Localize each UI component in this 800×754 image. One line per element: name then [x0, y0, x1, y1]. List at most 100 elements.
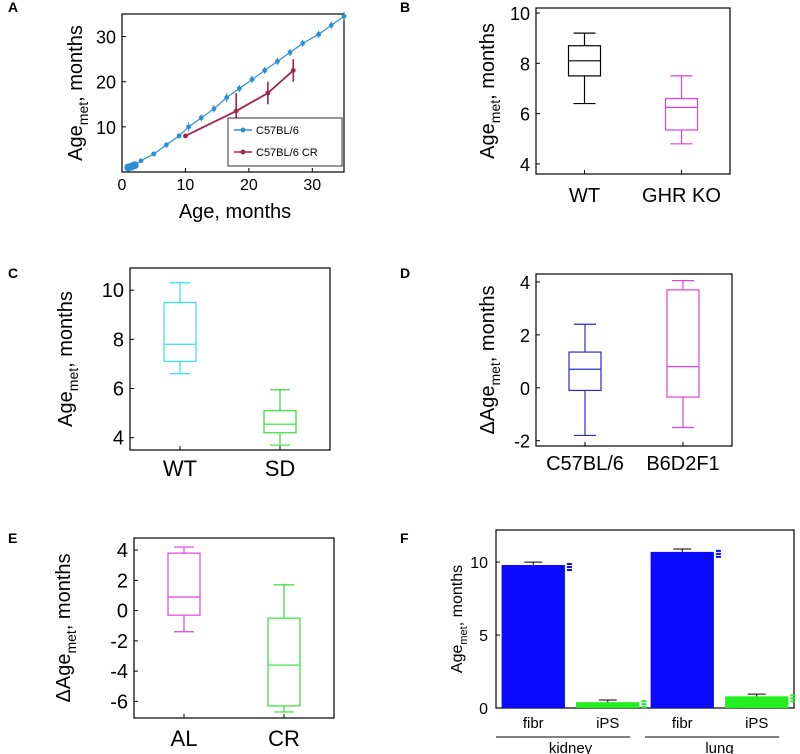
bar-ips: [725, 696, 789, 708]
x-tick-label-a: 30: [303, 177, 321, 194]
bar-marker: [566, 569, 572, 572]
panel-label-c: C: [8, 265, 18, 281]
group-label-kidney: kidney: [549, 740, 593, 754]
y-axis-label-a: Agemet, months: [65, 25, 91, 161]
bar-fibr: [501, 565, 565, 708]
data-point: [236, 86, 242, 91]
y-axis-label-b: Agemet, months: [477, 23, 503, 159]
y-tick-label-b: 6: [520, 105, 530, 125]
bar-marker: [641, 703, 647, 706]
boxplot-ghr-ko: [664, 75, 699, 145]
bar-marker: [715, 552, 721, 555]
data-point: [262, 68, 268, 73]
y-tick-label-d: -2: [514, 432, 530, 452]
bar-marker: [641, 700, 647, 703]
y-tick-label-a: 10: [96, 118, 116, 138]
chart-panel-e: ΔAgemet, months -6 -4 -2 0 2 4 AL CR: [53, 537, 335, 751]
y-tick-label-c: 6: [113, 379, 124, 401]
series-line-c57bl6-cr: [185, 69, 294, 137]
box-iqr: [267, 617, 301, 707]
x-tick-label-b: GHR KO: [642, 185, 721, 207]
chart-panel-d: ΔAgemet, months -2 0 2 4 C57BL/6 B6D2F1: [477, 273, 733, 475]
y-tick-label-e: -6: [110, 691, 128, 713]
bar-marker: [790, 694, 796, 697]
y-tick-label-c: 8: [113, 329, 124, 351]
panel-label-d: D: [400, 265, 410, 281]
legend-label: C57BL/6 CR: [256, 147, 318, 159]
y-tick-label-d: 0: [520, 379, 530, 399]
data-point: [290, 68, 296, 73]
x-tick-label-e: AL: [171, 726, 198, 751]
legend-marker: [240, 127, 246, 133]
data-point: [328, 22, 334, 28]
x-tick-label-a: 10: [177, 177, 195, 194]
x-axis-label-a: Age, months: [179, 201, 291, 223]
y-tick-label-f: 5: [479, 628, 488, 645]
data-point: [183, 133, 188, 139]
plot-frame-d: [535, 273, 733, 447]
y-axis-label-c: Agemet, months: [55, 291, 81, 427]
plot-frame-b: [535, 7, 731, 175]
box-iqr: [263, 410, 297, 434]
boxplot-wt: [163, 282, 197, 375]
y-tick-label-a: 20: [96, 73, 116, 93]
y-tick-label-e: -2: [110, 631, 128, 653]
group-label-lung: lung: [705, 740, 733, 754]
y-tick-label-b: 4: [520, 155, 530, 175]
chart-panel-c: Agemet, months 4 6 8 10 WT SD: [55, 267, 331, 481]
panel-label-a: A: [8, 0, 18, 15]
data-point: [176, 133, 182, 139]
box-iqr: [666, 289, 700, 398]
y-axis-label-f: Agemet, months: [449, 565, 470, 673]
y-tick-label-d: 4: [520, 273, 530, 293]
y-tick-label-f: 0: [479, 701, 488, 718]
y-tick-label-d: 2: [520, 326, 530, 346]
bar-marker: [715, 549, 721, 552]
bar-marker: [566, 566, 572, 569]
y-tick-label-e: 4: [117, 540, 128, 562]
chart-panel-b: Agemet, months 4 6 8 10 WT GHR KO: [477, 4, 731, 207]
bar-marker: [790, 697, 796, 700]
panel-label-f: F: [400, 530, 409, 546]
chart-panel-a: Age, months Agemet, months 0 10 20 30 10 20 30…: [65, 11, 347, 223]
data-point: [316, 31, 322, 37]
bar-marker: [715, 555, 721, 558]
bar-marker: [641, 706, 647, 709]
y-tick-label-b: 8: [520, 54, 530, 74]
y-tick-label-e: 0: [117, 601, 128, 623]
x-tick-label-f: fibr: [523, 715, 544, 732]
y-tick-label-c: 10: [102, 280, 124, 302]
boxplot-c57bl-6: [568, 323, 602, 437]
bar-fibr: [650, 551, 714, 708]
y-axis-label-e: ΔAgemet, months: [53, 554, 79, 703]
data-point: [164, 142, 169, 148]
x-tick-label-f: iPS: [596, 715, 619, 732]
data-point: [233, 108, 239, 114]
x-tick-label-f: iPS: [745, 715, 768, 732]
y-tick-label-f: 10: [470, 555, 488, 572]
plot-frame-c: [129, 267, 331, 451]
x-tick-label-e: CR: [268, 726, 300, 751]
y-tick-label-e: 2: [117, 570, 128, 592]
data-point: [265, 90, 271, 96]
x-tick-label-b: WT: [569, 185, 600, 207]
data-point: [186, 124, 192, 130]
data-point: [130, 161, 139, 170]
x-tick-label-d: B6D2F1: [646, 453, 719, 475]
bar-marker: [566, 563, 572, 566]
y-tick-label-c: 4: [113, 428, 124, 450]
y-tick-label-e: -4: [110, 661, 128, 683]
panel-label-e: E: [8, 530, 17, 546]
data-point: [341, 13, 347, 19]
box-iqr: [568, 351, 602, 392]
bar-marker: [790, 700, 796, 703]
y-tick-label-a: 30: [96, 28, 116, 48]
x-tick-label-d: C57BL/6: [546, 453, 624, 475]
boxplot-al: [167, 546, 201, 633]
box-iqr: [167, 552, 201, 616]
data-point: [224, 95, 230, 100]
x-tick-label-a: 20: [240, 177, 258, 194]
legend-marker: [240, 149, 246, 155]
